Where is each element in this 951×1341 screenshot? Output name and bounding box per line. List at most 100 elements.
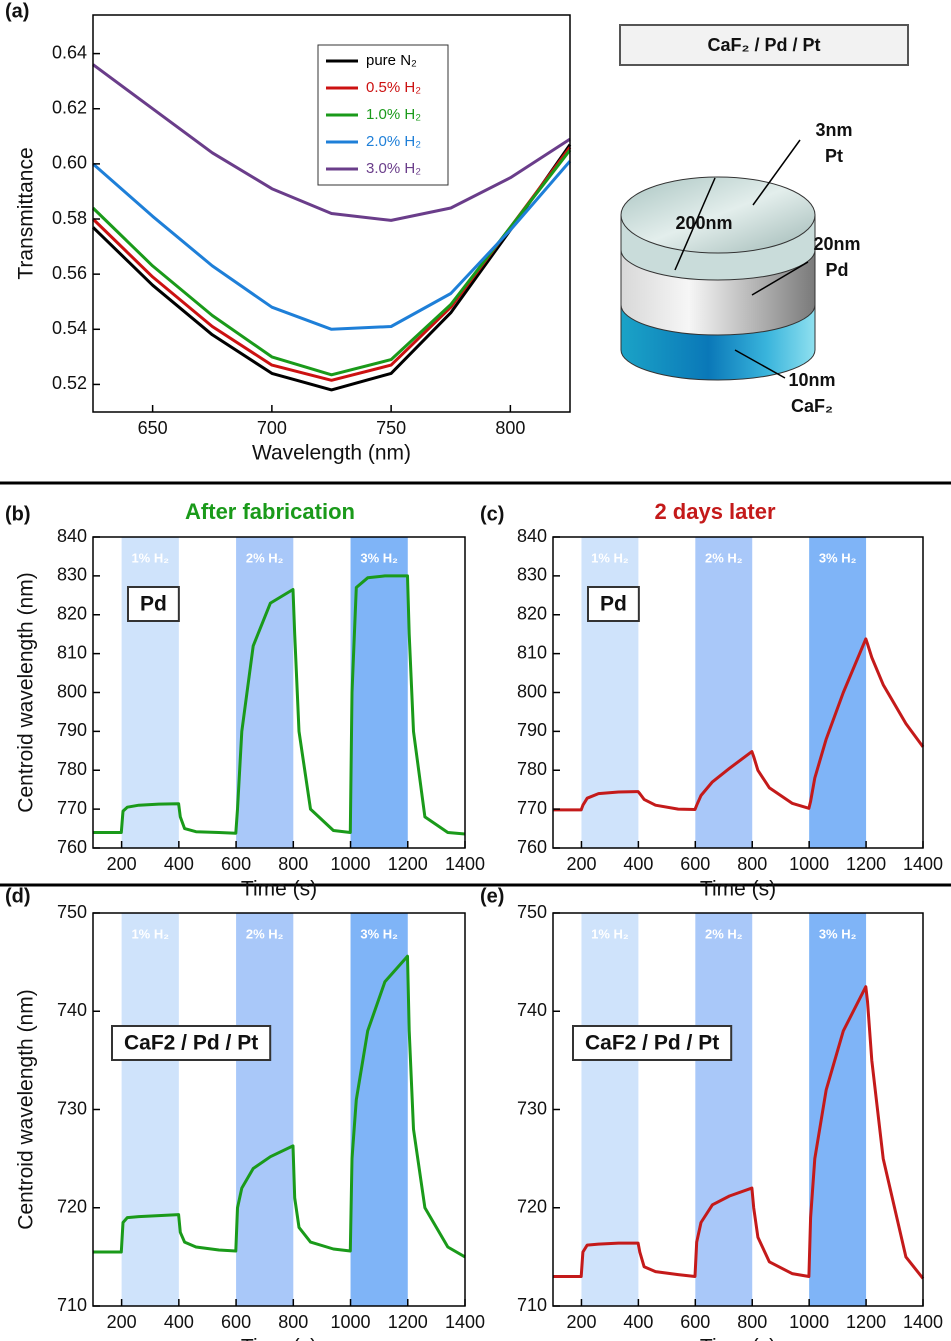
y-tick-label: 0.56 xyxy=(52,263,87,283)
data-line xyxy=(93,574,466,836)
y-tick-label: 750 xyxy=(57,902,87,922)
panel-label: (c) xyxy=(480,503,504,525)
band-label: 2% H₂ xyxy=(246,926,284,941)
y-axis-label: Transmittance xyxy=(15,147,38,279)
y-tick-label: 710 xyxy=(517,1295,547,1315)
layer-thickness: 3nm xyxy=(815,120,852,140)
gas-band xyxy=(695,537,753,848)
x-tick-label: 1200 xyxy=(846,854,886,874)
data-line xyxy=(553,985,925,1280)
x-tick-label: 400 xyxy=(164,854,194,874)
y-tick-label: 790 xyxy=(517,720,547,740)
schematic: CaF₂ / Pd / Pt 200nm 3nm Pt 20nm Pd 10nm… xyxy=(619,24,909,416)
y-tick-label: 730 xyxy=(517,1098,547,1118)
layer-material: Pt xyxy=(825,146,843,166)
data-line xyxy=(92,63,571,222)
data-line xyxy=(92,160,572,331)
band-label: 1% H₂ xyxy=(591,926,629,941)
y-tick-label: 840 xyxy=(517,526,547,546)
layer-thickness: 20nm xyxy=(813,234,860,254)
x-tick-label: 200 xyxy=(107,854,137,874)
y-tick-label: 0.52 xyxy=(52,373,87,393)
x-tick-label: 1200 xyxy=(388,854,428,874)
y-tick-label: 770 xyxy=(517,798,547,818)
x-tick-label: 700 xyxy=(257,418,287,438)
diameter-arrow xyxy=(674,177,716,271)
x-tick-label: 200 xyxy=(566,854,596,874)
panel-title: 2 days later xyxy=(654,499,776,524)
pt-top xyxy=(620,176,816,254)
x-tick-label: 800 xyxy=(495,418,525,438)
x-tick-label: 600 xyxy=(680,854,710,874)
y-tick-label: 830 xyxy=(57,565,87,585)
x-tick-label: 1000 xyxy=(331,854,371,874)
x-tick-label: 1200 xyxy=(846,1312,886,1332)
x-tick-label: 1400 xyxy=(903,854,943,874)
y-tick-label: 720 xyxy=(517,1197,547,1217)
y-tick-label: 0.62 xyxy=(52,97,87,117)
legend-label: 3.0% H₂ xyxy=(366,160,421,177)
y-tick-label: 720 xyxy=(57,1197,87,1217)
diagram-title: CaF₂ / Pd / Pt xyxy=(707,35,820,55)
band-label: 2% H₂ xyxy=(246,550,284,565)
data-line xyxy=(91,143,572,392)
x-tick-label: 600 xyxy=(221,1312,251,1332)
band-label: 1% H₂ xyxy=(131,926,169,941)
y-tick-label: 800 xyxy=(517,681,547,701)
y-axis-label: Centroid wavelength (nm) xyxy=(15,989,38,1229)
annotation-box xyxy=(127,586,180,622)
diameter-label: 200nm xyxy=(675,213,732,233)
data-line xyxy=(553,637,925,812)
band-label: 1% H₂ xyxy=(591,550,629,565)
panel-label: (a) xyxy=(5,0,29,22)
y-tick-label: 840 xyxy=(57,526,87,546)
x-tick-label: 650 xyxy=(138,418,168,438)
gas-band xyxy=(236,913,294,1306)
gas-band xyxy=(236,537,294,848)
panel-title: After fabrication xyxy=(185,499,355,524)
y-tick-label: 790 xyxy=(57,720,87,740)
x-axis-label: Time (s) xyxy=(700,1336,776,1341)
gas-band xyxy=(121,537,179,848)
y-tick-label: 820 xyxy=(517,604,547,624)
x-axis-label: Time (s) xyxy=(241,878,317,901)
y-tick-label: 760 xyxy=(517,837,547,857)
x-axis-label: Wavelength (nm) xyxy=(252,442,411,465)
data-line xyxy=(93,954,466,1259)
gas-band xyxy=(695,913,753,1306)
x-tick-label: 200 xyxy=(107,1312,137,1332)
annotation: Pd xyxy=(140,593,167,616)
layer-material: CaF₂ xyxy=(791,396,833,416)
legend-label: 1.0% H₂ xyxy=(366,106,421,123)
pointer xyxy=(751,261,809,296)
x-tick-label: 750 xyxy=(376,418,406,438)
pointer xyxy=(752,139,801,206)
annotation-box xyxy=(587,586,640,622)
y-tick-label: 810 xyxy=(57,642,87,662)
panel-label: (b) xyxy=(5,503,31,525)
gas-band xyxy=(350,537,408,848)
band-label: 3% H₂ xyxy=(360,550,398,565)
band-label: 3% H₂ xyxy=(819,550,857,565)
legend-label: 0.5% H₂ xyxy=(366,79,421,96)
x-tick-label: 200 xyxy=(566,1312,596,1332)
y-tick-label: 730 xyxy=(57,1098,87,1118)
band-label: 2% H₂ xyxy=(705,926,743,941)
y-tick-label: 780 xyxy=(517,759,547,779)
y-tick-label: 0.64 xyxy=(52,42,87,62)
gas-band xyxy=(581,537,639,848)
x-tick-label: 800 xyxy=(278,854,308,874)
y-tick-label: 800 xyxy=(57,681,87,701)
y-tick-label: 0.60 xyxy=(52,153,87,173)
y-tick-label: 740 xyxy=(517,1000,547,1020)
band-label: 3% H₂ xyxy=(819,926,857,941)
y-tick-label: 710 xyxy=(57,1295,87,1315)
y-tick-label: 770 xyxy=(57,798,87,818)
y-tick-label: 750 xyxy=(517,902,547,922)
x-tick-label: 800 xyxy=(737,854,767,874)
x-axis-label: Time (s) xyxy=(700,878,776,901)
layer-thickness: 10nm xyxy=(788,370,835,390)
x-tick-label: 400 xyxy=(164,1312,194,1332)
pointer xyxy=(734,349,786,379)
y-tick-label: 780 xyxy=(57,759,87,779)
